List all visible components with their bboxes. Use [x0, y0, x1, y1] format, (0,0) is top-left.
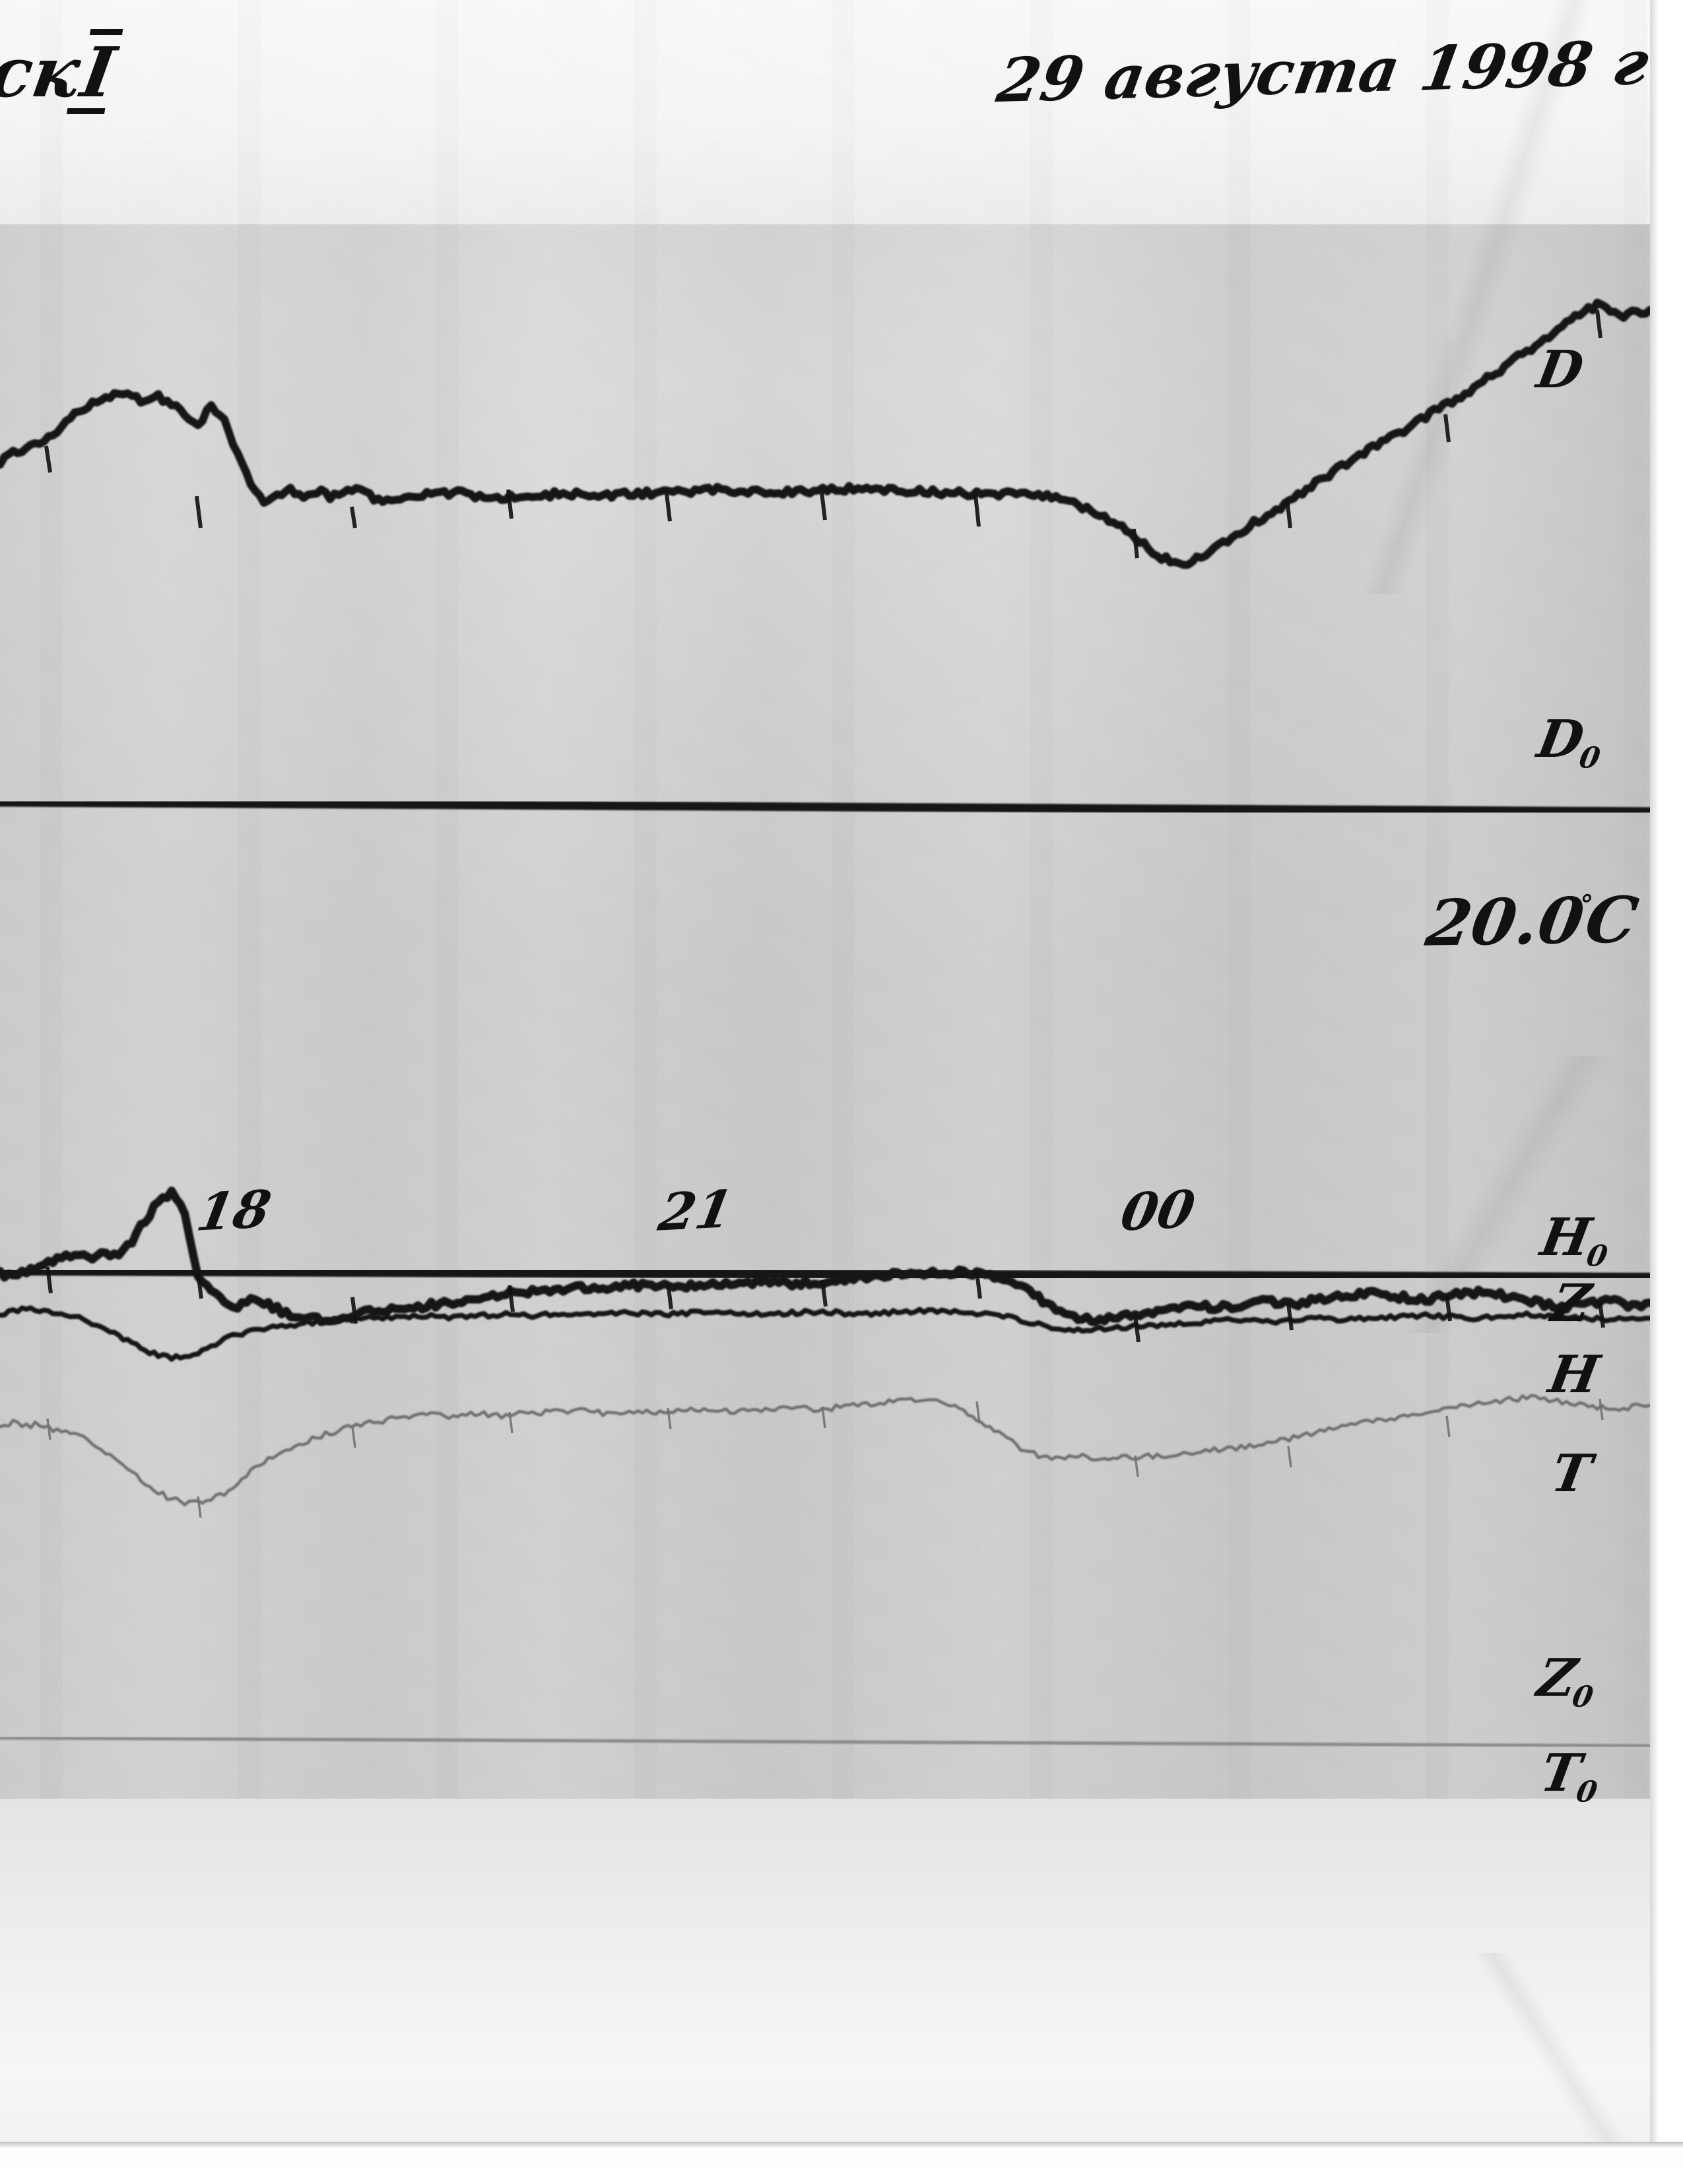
label-z0: Z0: [1533, 1648, 1596, 1714]
time-mark-00: 00: [1116, 1179, 1200, 1243]
time-mark-18: 18: [192, 1179, 276, 1243]
temperature-label: 20.0°C: [1421, 882, 1643, 961]
time-mark-21: 21: [654, 1179, 738, 1243]
baseline-z0: [0, 1736, 1658, 1748]
baseline-h0: [0, 1266, 1658, 1282]
baseline-d0: [0, 798, 1658, 816]
trace-t: [0, 1394, 1652, 1507]
trace-h: [0, 1305, 1653, 1362]
d-hour-ticks: [44, 309, 1602, 559]
station-code: ск: [0, 32, 86, 113]
temperature-value: 20.0: [1421, 883, 1589, 961]
trace-d: [0, 298, 1654, 569]
trace-z: [0, 1186, 1655, 1327]
trace-layer: [0, 298, 1658, 1748]
label-t0: T0: [1536, 1743, 1600, 1809]
label-h0: H0: [1536, 1207, 1610, 1273]
t-hour-ticks: [46, 1398, 1604, 1518]
station-label: скI: [0, 32, 124, 113]
label-h: H: [1544, 1345, 1604, 1405]
paper-right-edge: [1650, 0, 1683, 2142]
label-d0: D0: [1533, 709, 1603, 775]
paper-bottom-edge: [0, 2142, 1683, 2184]
z-hour-ticks: [46, 1266, 1605, 1343]
